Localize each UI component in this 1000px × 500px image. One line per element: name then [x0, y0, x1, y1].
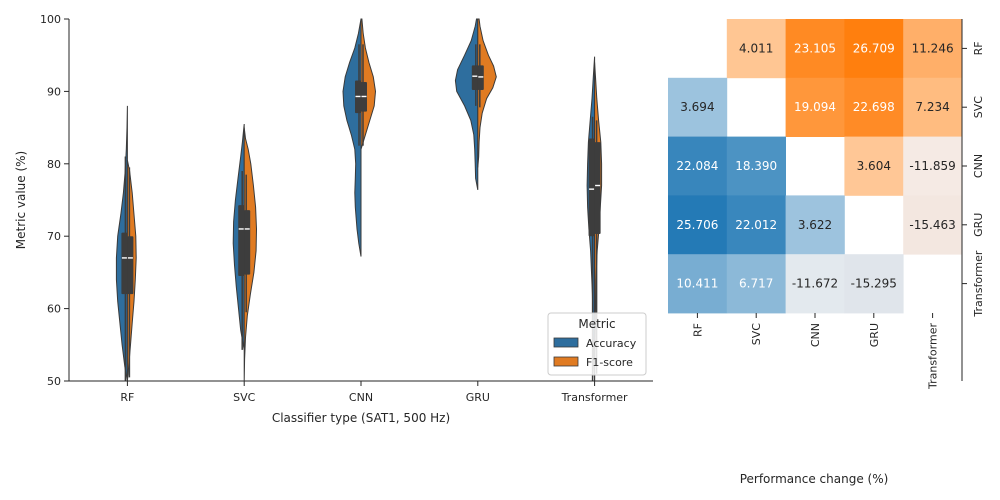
violin-box-gru-f1-score — [477, 65, 484, 90]
heatmap-y-tick-label-gru: GRU — [972, 213, 985, 237]
legend-swatch-accuracy — [553, 337, 579, 348]
heatmap-cell-label-rf-transformer: 11.246 — [912, 41, 954, 55]
heatmap-y-tick-label-svc: SVC — [972, 96, 985, 119]
heatmap-cell-label-svc-gru: 22.698 — [853, 100, 895, 114]
violin-box-rf-f1-score — [127, 236, 134, 295]
violin-chart: RF SVC CNN GRU Transformer 50 60 70 80 90 100 Clas… — [14, 13, 653, 425]
heatmap-cell-label-gru-rf: 25.706 — [676, 218, 718, 232]
heatmap-cell-transformer-cnn — [785, 254, 845, 314]
heatmap-cell-label-transformer-cnn: -11.672 — [792, 277, 838, 291]
violin-x-axis-label: Classifier type (SAT1, 500 Hz) — [272, 411, 450, 425]
violin-legend: Metric Accuracy F1-score — [547, 312, 647, 376]
heatmap-y-tick-label-transformer: Transformer — [972, 250, 985, 317]
legend-label-f1-score: F1-score — [586, 356, 633, 369]
heatmap-cell-label-gru-cnn: 3.622 — [798, 218, 832, 232]
violin-box-svc-accuracy — [238, 205, 245, 277]
violin-y-tick-label-70: 70 — [47, 230, 61, 243]
heatmap-cell-label-cnn-svc: 18.390 — [735, 159, 777, 173]
violin-gru-f1-score — [477, 18, 497, 168]
violin-y-axis-label: Metric value (%) — [14, 151, 28, 249]
heatmap-cell-label-rf-cnn: 23.105 — [794, 41, 836, 55]
heatmap-cell-svc-gru — [844, 77, 904, 137]
heatmap-cell-rf-svc — [726, 19, 786, 79]
heatmap-cell-label-gru-svc: 22.012 — [735, 218, 777, 232]
heatmap-cell-svc-cnn — [785, 77, 845, 137]
heatmap-cell-label-cnn-rf: 22.084 — [676, 159, 718, 173]
heatmap-cell-gru-transformer — [903, 195, 963, 255]
heatmap-cell-cnn-svc — [726, 136, 786, 196]
heatmap-cell-svc-transformer — [903, 77, 963, 137]
heatmap-y-tick-label-cnn: CNN — [972, 154, 985, 178]
legend-title: Metric — [578, 317, 615, 331]
heatmap-cell-label-rf-gru: 26.709 — [853, 41, 895, 55]
heatmap-cell-label-svc-cnn: 19.094 — [794, 100, 836, 114]
heatmap-cell-cnn-transformer — [903, 136, 963, 196]
heatmap-cell-gru-rf — [668, 195, 728, 255]
heatmap-x-tick-label-transformer: Transformer — [927, 323, 940, 390]
heatmap-y-tick-label-rf: RF — [972, 41, 985, 55]
heatmap-chart: 4.011 23.105 26.709 11.246 3.694 19.094 22.698… — [668, 19, 985, 486]
heatmap-cell-svc-rf — [668, 77, 728, 137]
violin-box-svc-f1-score — [244, 210, 251, 275]
heatmap-cell-label-svc-rf: 3.694 — [680, 100, 714, 114]
heatmap-cell-label-cnn-transformer: -11.859 — [909, 159, 955, 173]
heatmap-x-tick-label-cnn: CNN — [809, 323, 822, 347]
heatmap-cell-transformer-rf — [668, 254, 728, 314]
violin-y-tick-label-90: 90 — [47, 85, 61, 98]
heatmap-cell-cnn-rf — [668, 136, 728, 196]
heatmap-cell-transformer-gru — [844, 254, 904, 314]
violin-cnn-f1-score — [360, 18, 377, 150]
violin-svc-f1-score — [243, 127, 258, 382]
heatmap-cell-rf-cnn — [785, 19, 845, 79]
legend-label-accuracy: Accuracy — [586, 337, 637, 350]
violin-y-tick-label-100: 100 — [40, 13, 61, 26]
violin-y-tick-label-60: 60 — [47, 303, 61, 316]
heatmap-cell-label-transformer-svc: 6.717 — [739, 277, 773, 291]
violin-x-tick-label-svc: SVC — [233, 391, 256, 404]
heatmap-x-tick-label-rf: RF — [691, 323, 704, 337]
violin-box-gru-accuracy — [471, 65, 478, 90]
heatmap-cell-gru-svc — [726, 195, 786, 255]
heatmap-cells — [668, 19, 963, 314]
heatmap-x-axis-label: Performance change (%) — [740, 472, 889, 486]
violin-box-transformer-accuracy — [588, 138, 595, 237]
heatmap-cell-rf-transformer — [903, 19, 963, 79]
violin-box-rf-accuracy — [121, 232, 128, 295]
heatmap-ticks: RF SVC CNN GRU Transformer RF SVC CNN GRU Transfo… — [691, 41, 985, 390]
heatmap-cell-label-transformer-gru: -15.295 — [851, 277, 897, 291]
violin-cnn-accuracy — [342, 18, 362, 257]
heatmap-cell-label-cnn-gru: 3.604 — [857, 159, 891, 173]
heatmap-cell-rf-gru — [844, 19, 904, 79]
violin-y-tick-label-50: 50 — [47, 375, 61, 388]
heatmap-cell-labels: 4.011 23.105 26.709 11.246 3.694 19.094 22.698… — [676, 41, 955, 290]
heatmap-cell-cnn-gru — [844, 136, 904, 196]
violin-ticks: RF SVC CNN GRU Transformer 50 60 70 80 90 100 — [40, 13, 628, 404]
heatmap-x-tick-label-gru: GRU — [868, 323, 881, 347]
legend-swatch-f1-score — [553, 356, 579, 367]
heatmap-cell-label-gru-transformer: -15.463 — [909, 218, 955, 232]
violin-x-tick-label-cnn: CNN — [349, 391, 373, 404]
heatmap-cell-gru-cnn — [785, 195, 845, 255]
violin-x-tick-label-gru: GRU — [466, 391, 490, 404]
heatmap-cell-label-transformer-rf: 10.411 — [676, 277, 718, 291]
violin-gru-accuracy — [454, 18, 479, 190]
heatmap-cell-label-rf-svc: 4.011 — [739, 41, 773, 55]
violin-x-tick-label-transformer: Transformer — [561, 391, 628, 404]
heatmap-cell-label-svc-transformer: 7.234 — [915, 100, 949, 114]
heatmap-x-tick-label-svc: SVC — [750, 323, 763, 346]
violin-box-transformer-f1-score — [594, 142, 601, 235]
violin-y-tick-label-80: 80 — [47, 158, 61, 171]
violin-x-tick-label-rf: RF — [120, 391, 134, 404]
heatmap-cell-transformer-svc — [726, 254, 786, 314]
